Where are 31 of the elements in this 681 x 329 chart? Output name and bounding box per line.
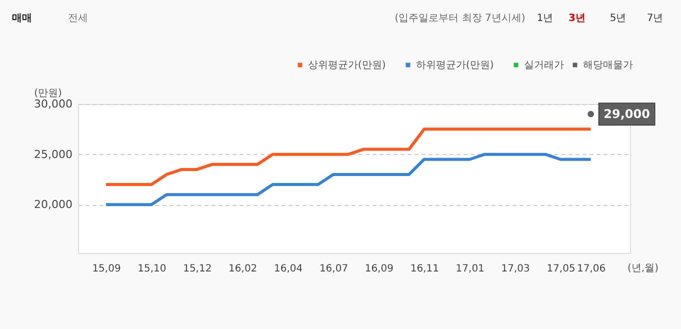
line-series bbox=[104, 152, 592, 206]
x-tick-label: 15,10 bbox=[138, 264, 166, 274]
legend-label: 해당매물가 bbox=[583, 60, 633, 71]
y-tick-label: 25,000 bbox=[34, 148, 72, 161]
x-tick-label: 16,04 bbox=[274, 264, 303, 274]
x-tick-label: 16,02 bbox=[228, 264, 258, 274]
x-tick-label: 17,06 bbox=[576, 264, 606, 274]
data-label: 29,000 bbox=[604, 107, 650, 122]
text: 전세 bbox=[68, 13, 88, 24]
x-tick-label: 16,11 bbox=[410, 264, 439, 274]
text: 매매 bbox=[12, 13, 32, 24]
text: 1년 bbox=[536, 13, 554, 24]
text: 5년 bbox=[610, 13, 626, 24]
legend-label: 하위평균가(만원) bbox=[416, 60, 494, 71]
x-tick-label: 17,03 bbox=[501, 264, 530, 274]
x-tick-label: 16,09 bbox=[364, 264, 394, 274]
x-tick-label: 15,12 bbox=[183, 264, 212, 274]
text: 3년 bbox=[568, 13, 586, 24]
x-tick-label: 17,05 bbox=[546, 264, 576, 274]
x-tick-label: 15,09 bbox=[92, 264, 121, 274]
y-tick-label: 30,000 bbox=[34, 98, 72, 110]
legend-label: 상위평균가(만원) bbox=[308, 60, 386, 71]
legend-label: 실거래가 bbox=[524, 60, 564, 71]
line-series bbox=[104, 128, 592, 186]
x-tick-label: 16,07 bbox=[319, 264, 348, 274]
text: (입주일로부터 최장 7년시세) bbox=[394, 13, 526, 24]
x-axis-title: (년,월) bbox=[628, 263, 659, 274]
text: 7년 bbox=[646, 13, 664, 24]
x-tick-label: 17,01 bbox=[456, 264, 484, 274]
y-axis-title: (만원) bbox=[34, 88, 62, 99]
y-tick-label: 20,000 bbox=[34, 198, 72, 212]
